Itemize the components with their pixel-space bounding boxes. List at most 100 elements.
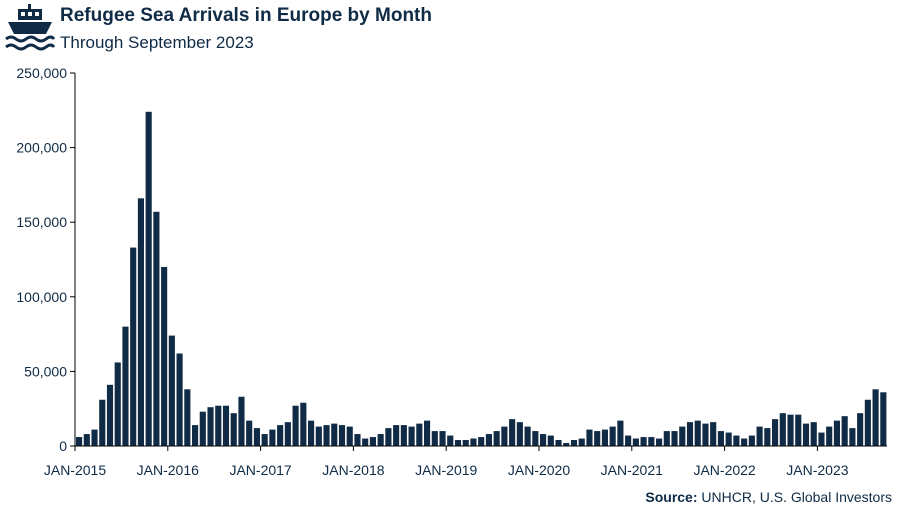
x-tick-label: JAN-2017 xyxy=(229,462,291,478)
x-tick-label: JAN-2019 xyxy=(415,462,477,478)
bar-month-30 xyxy=(308,420,315,446)
bar-month-101 xyxy=(857,413,864,446)
bar-month-94 xyxy=(802,423,810,446)
bar-month-78 xyxy=(679,426,686,446)
bar-month-67 xyxy=(594,431,601,446)
bar-month-104 xyxy=(880,392,887,446)
bar-month-10 xyxy=(153,211,160,446)
bar-month-25 xyxy=(269,429,276,446)
bar-month-45 xyxy=(424,420,431,446)
bar-month-32 xyxy=(323,425,330,446)
bar-month-50 xyxy=(462,440,469,446)
bar-month-18 xyxy=(215,405,222,446)
bar-month-11 xyxy=(161,266,168,446)
bar-month-59 xyxy=(532,431,539,446)
bar-month-14 xyxy=(184,389,191,446)
bar-month-77 xyxy=(671,431,678,446)
bar-month-35 xyxy=(346,426,353,446)
bar-month-12 xyxy=(168,335,175,446)
bar-month-58 xyxy=(524,426,531,446)
bar-month-34 xyxy=(338,425,346,446)
bar-month-47 xyxy=(439,431,446,446)
bar-month-33 xyxy=(331,423,338,446)
bar-month-5 xyxy=(114,362,121,446)
bar-month-96 xyxy=(818,432,825,446)
bar-month-86 xyxy=(741,438,748,446)
bar-month-24 xyxy=(261,434,268,446)
bar-month-13 xyxy=(176,353,183,446)
x-tick-label: JAN-2018 xyxy=(322,462,384,478)
bar-month-49 xyxy=(454,440,462,446)
bar-month-22 xyxy=(246,420,253,446)
bar-month-6 xyxy=(122,326,129,446)
y-tick-label: 100,000 xyxy=(16,289,67,305)
bar-month-7 xyxy=(130,247,137,446)
bar-month-72 xyxy=(632,438,639,446)
source-label: Source: xyxy=(645,489,698,505)
bar-month-60 xyxy=(540,434,547,446)
x-tick-label: JAN-2021 xyxy=(601,462,663,478)
bar-month-99 xyxy=(841,416,848,446)
x-tick-label: JAN-2015 xyxy=(44,462,106,478)
x-axis-ticks: JAN-2015 JAN-2016 JAN-2017 JAN-2018 JAN-2019… xyxy=(44,446,849,478)
bar-month-31 xyxy=(315,426,322,446)
bar-month-8 xyxy=(137,198,144,446)
bar-month-98 xyxy=(833,420,840,446)
bar-series xyxy=(76,111,887,446)
bar-month-68 xyxy=(601,429,608,446)
y-tick-label: 150,000 xyxy=(16,214,67,230)
bar-month-91 xyxy=(779,413,786,446)
chart-subtitle: Through September 2023 xyxy=(60,33,254,52)
bar-month-79 xyxy=(686,422,694,446)
ship-on-waves-icon xyxy=(5,4,56,51)
bar-month-85 xyxy=(733,435,740,446)
bar-month-42 xyxy=(400,425,407,446)
bar-month-29 xyxy=(300,402,307,446)
bar-month-76 xyxy=(663,431,670,446)
bar-month-103 xyxy=(872,389,879,446)
bar-month-46 xyxy=(431,431,438,446)
bar-month-37 xyxy=(362,438,369,446)
bar-month-95 xyxy=(810,422,817,446)
bar-month-9 xyxy=(145,111,152,446)
bar-month-16 xyxy=(199,411,206,446)
bar-month-64 xyxy=(570,440,578,446)
y-tick-label: 0 xyxy=(59,438,67,454)
bar-month-55 xyxy=(501,426,508,446)
bar-month-80 xyxy=(694,420,701,446)
bar-month-23 xyxy=(253,428,260,446)
bar-month-2 xyxy=(91,429,98,446)
bar-month-0 xyxy=(76,437,83,446)
bar-month-75 xyxy=(656,438,663,446)
bar-month-48 xyxy=(447,435,454,446)
bar-month-56 xyxy=(509,419,516,446)
bar-month-3 xyxy=(99,399,106,446)
bar-month-83 xyxy=(717,431,724,446)
bar-month-74 xyxy=(648,437,655,446)
bar-month-1 xyxy=(83,434,90,446)
bar-month-82 xyxy=(710,422,717,446)
bar-month-97 xyxy=(826,426,833,446)
bar-month-20 xyxy=(230,413,237,446)
chart-title: Refugee Sea Arrivals in Europe by Month xyxy=(60,5,432,26)
bar-month-36 xyxy=(354,434,361,446)
bar-month-89 xyxy=(764,428,771,446)
bar-month-51 xyxy=(470,438,477,446)
bar-month-93 xyxy=(795,414,802,446)
bar-month-19 xyxy=(222,405,230,446)
bar-month-90 xyxy=(772,419,779,446)
x-tick-label: JAN-2016 xyxy=(137,462,199,478)
bar-month-71 xyxy=(625,435,632,446)
bar-month-54 xyxy=(493,431,500,446)
bar-month-100 xyxy=(849,428,856,446)
x-tick-label: JAN-2022 xyxy=(693,462,755,478)
bar-month-28 xyxy=(292,405,299,446)
bar-month-102 xyxy=(864,399,871,446)
bar-month-81 xyxy=(702,423,709,446)
bar-month-38 xyxy=(369,437,376,446)
bar-month-88 xyxy=(756,426,763,446)
y-axis-ticks: 0 50,000 100,000 150,000 200,000 250,000 xyxy=(16,65,75,454)
bar-month-17 xyxy=(207,407,214,446)
bar-month-70 xyxy=(617,420,624,446)
